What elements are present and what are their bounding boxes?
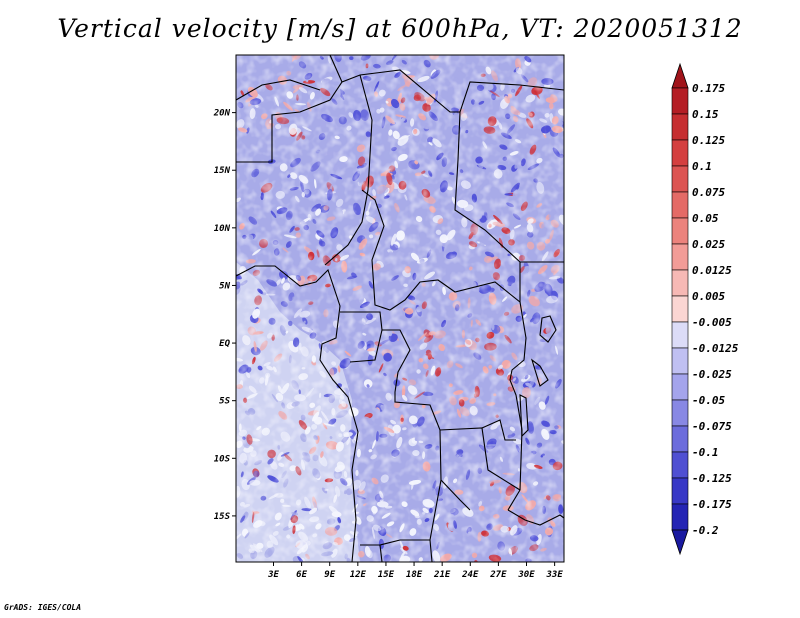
colorbar-top-arrow (671, 62, 689, 89)
political-borders (235, 54, 565, 563)
colorbar-label: -0.025 (692, 368, 732, 381)
grads-credit: GrADS: IGES/COLA (4, 603, 82, 612)
lake-outline (539, 315, 557, 343)
lon-tick-label: 6E (296, 570, 307, 580)
colorbar-label: -0.1 (692, 446, 719, 459)
lat-tick-label: 10S (214, 454, 231, 464)
colorbar-swatch (671, 165, 689, 193)
colorbar-swatch (671, 269, 689, 297)
page-title: Vertical velocity [m/s] at 600hPa, VT: 2… (57, 14, 743, 43)
border-line (459, 81, 565, 113)
lat-tick-label: 5S (219, 397, 230, 407)
lon-tick-label: 24E (461, 570, 479, 580)
latitude-axis: 20N 15N 10N 5N EQ 5S 10S 15S (213, 109, 236, 522)
colorbar-label: -0.075 (692, 420, 732, 433)
colorbar-label: 0.005 (692, 290, 725, 303)
lon-tick-label: 30E (517, 570, 535, 580)
lon-tick-label: 18E (406, 570, 423, 580)
field-layer (236, 55, 564, 562)
colorbar: 0.175 0.15 0.125 0.1 0.075 0.05 0.025 0.0125 0.0… (671, 62, 739, 556)
colorbar-label: 0.15 (692, 108, 719, 121)
lat-tick-label: EQ (219, 339, 230, 349)
lon-tick-label: 27E (489, 570, 507, 580)
colorbar-swatch (671, 425, 689, 453)
colorbar-swatch (671, 113, 689, 141)
lake-outline (519, 394, 529, 438)
colorbar-swatch (671, 373, 689, 401)
border-line (360, 427, 521, 546)
colorbar-label: 0.1 (692, 160, 712, 173)
lake-outline (530, 358, 549, 387)
lon-tick-label: 3E (267, 570, 279, 580)
longitude-axis: 3E 6E 9E 12E 15E 18E 21E 24E 27E 30E 33E (267, 562, 563, 580)
colorbar-label: 0.025 (692, 238, 725, 251)
lon-tick-label: 15E (378, 570, 395, 580)
lon-tick-label: 33E (545, 570, 563, 580)
colorbar-swatch (671, 295, 689, 323)
colorbar-swatch (671, 477, 689, 505)
colorbar-label: 0.175 (692, 82, 725, 95)
colorbar-label: 0.125 (692, 134, 725, 147)
border-line (379, 539, 433, 563)
colorbar-label: 0.075 (692, 186, 725, 199)
border-line (324, 74, 373, 266)
plot-frame (235, 54, 565, 563)
border-line (236, 69, 564, 263)
colorbar-swatch (671, 243, 689, 271)
border-line (361, 189, 521, 311)
lat-tick-label: 15N (214, 166, 231, 176)
colorbar-label: -0.2 (692, 524, 719, 537)
lon-tick-label: 21E (433, 570, 451, 580)
colorbar-swatch (671, 451, 689, 479)
colorbar-swatch (671, 347, 689, 375)
field-noise-texture (236, 55, 564, 562)
colorbar-label: -0.005 (692, 316, 732, 329)
colorbar-swatch (671, 87, 689, 115)
lat-tick-label: 15S (214, 512, 231, 522)
lat-tick-label: 10N (214, 224, 231, 234)
colorbar-swatch (671, 321, 689, 349)
colorbar-bottom-arrow (671, 529, 689, 556)
lat-tick-label: 20N (213, 109, 231, 119)
colorbar-label: -0.175 (692, 498, 732, 511)
border-line (507, 301, 527, 511)
colorbar-swatch (671, 399, 689, 427)
colorbar-label: -0.0125 (692, 342, 739, 355)
colorbar-swatch (671, 217, 689, 245)
colorbar-label: 0.05 (692, 212, 719, 225)
lon-tick-label: 12E (350, 570, 367, 580)
border-line (235, 54, 343, 101)
lat-tick-label: 5N (219, 281, 230, 291)
colorbar-swatch (671, 503, 689, 531)
lon-tick-label: 9E (324, 570, 335, 580)
colorbar-swatch (671, 191, 689, 219)
coastline-west-africa (235, 265, 359, 563)
border-line (340, 311, 471, 511)
colorbar-swatch (671, 139, 689, 167)
colorbar-label: -0.125 (692, 472, 732, 485)
border-line (481, 419, 565, 526)
colorbar-label: 0.0125 (692, 264, 732, 277)
colorbar-label: -0.05 (692, 394, 725, 407)
